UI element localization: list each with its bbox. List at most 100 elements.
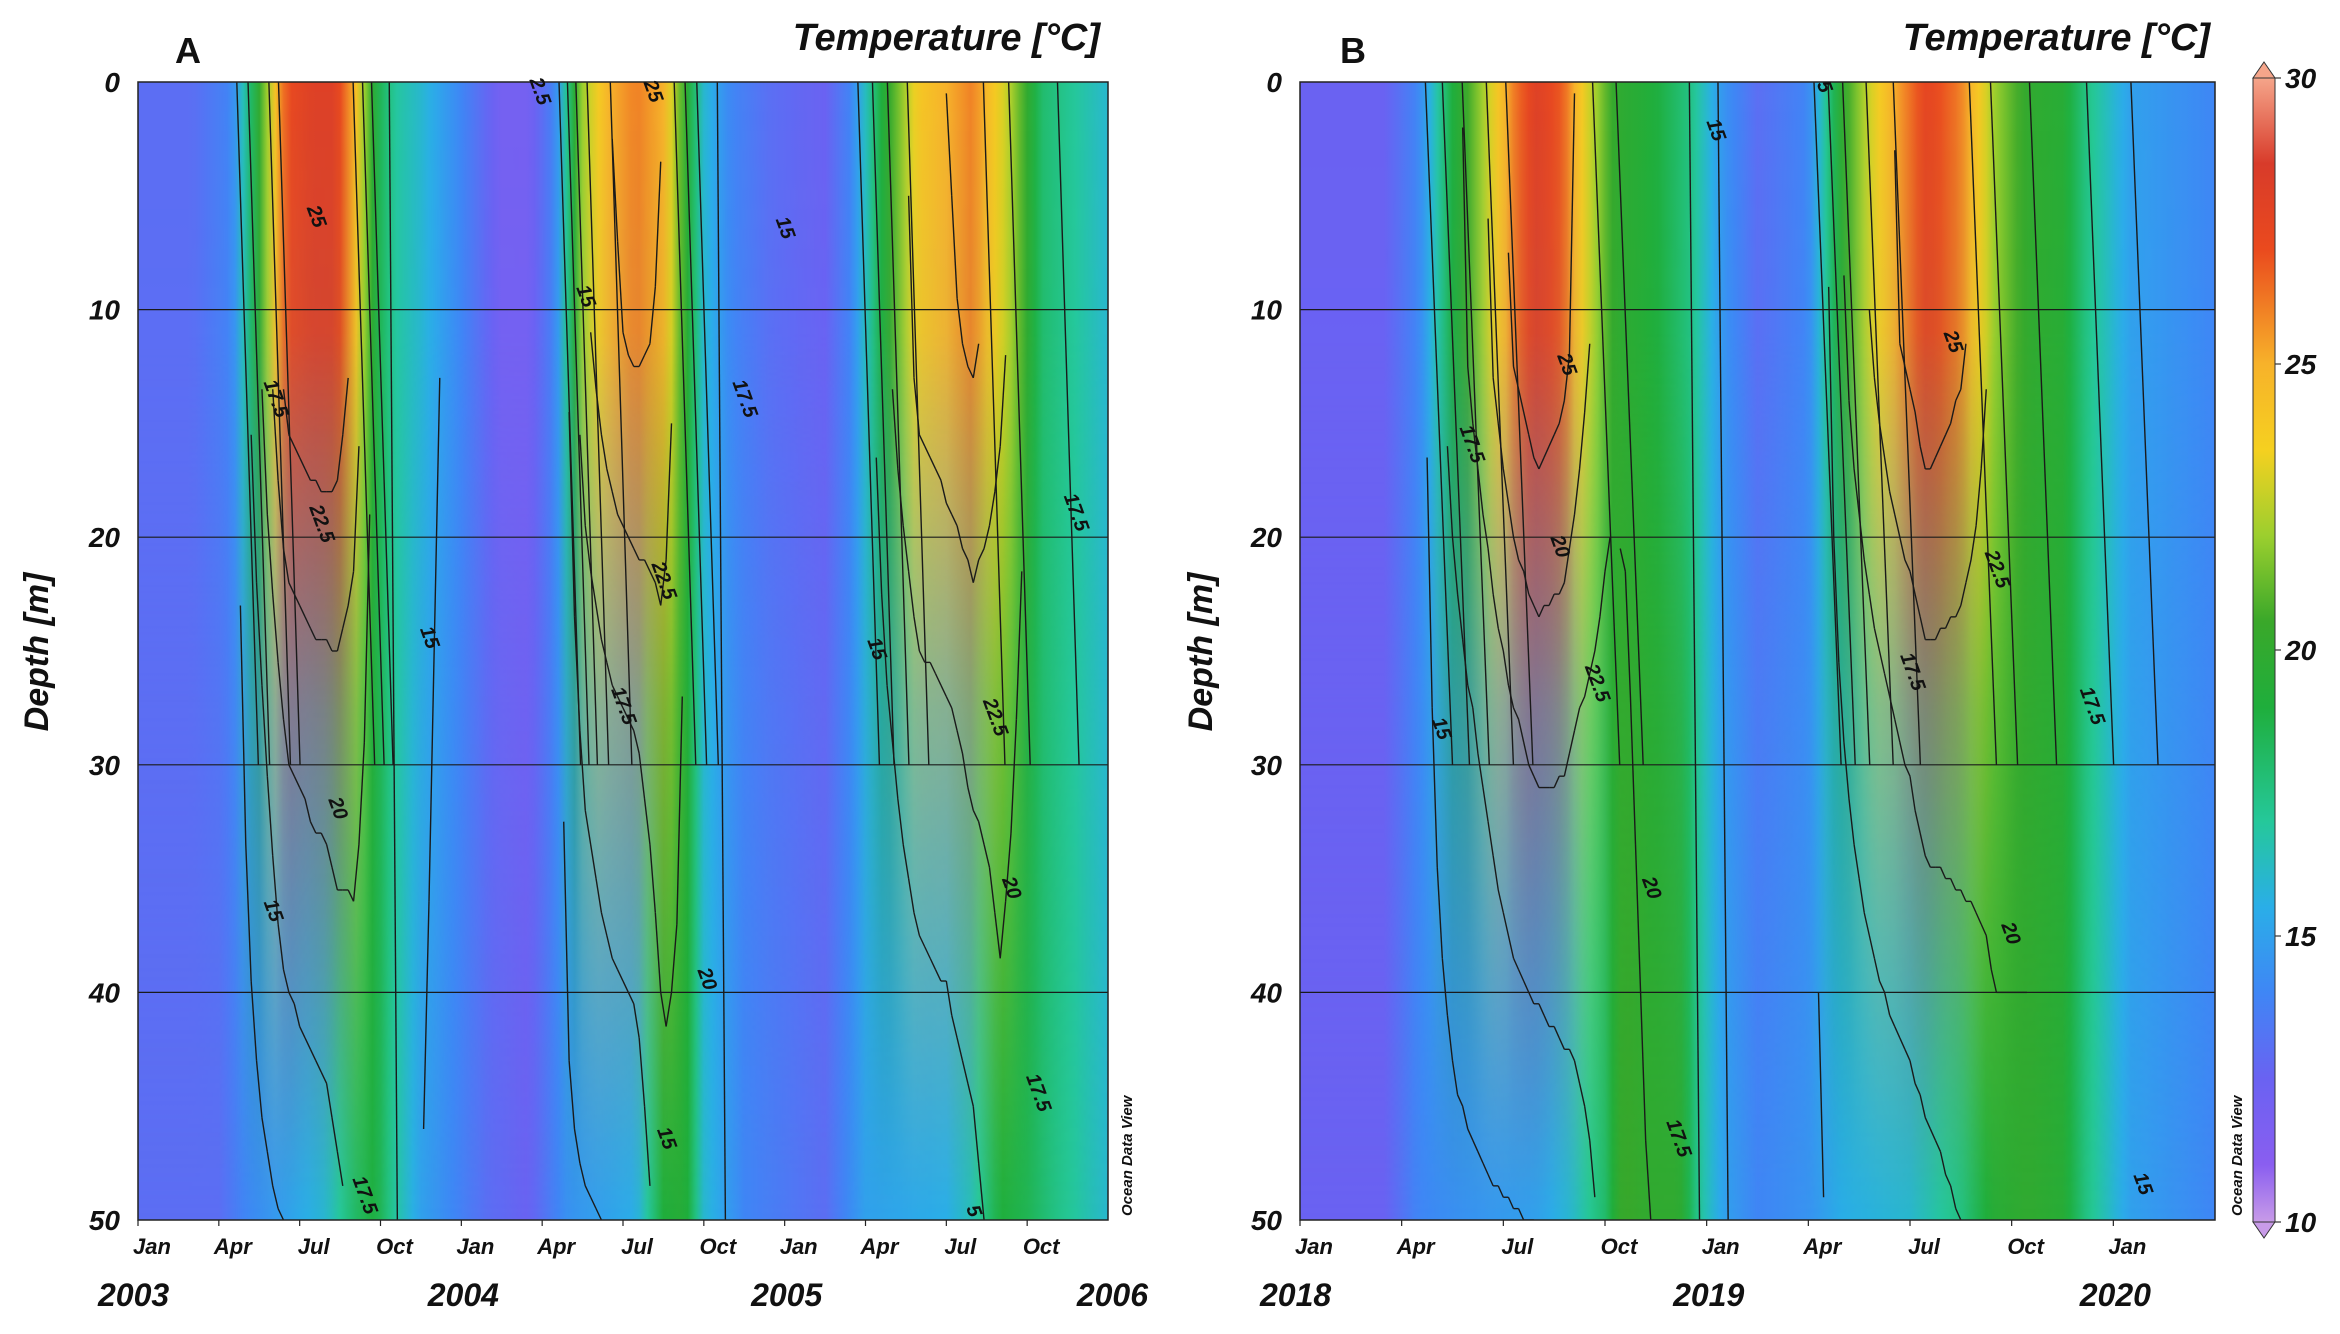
contour-segment-17-5 [1939,1151,1947,1175]
panel-b-ylabel: Depth [m] [1182,571,1220,731]
contour-segment-20 [1985,935,1993,970]
contour-segment-25 [1894,150,1901,344]
contour-segment-22-5 [1883,457,1891,492]
contour-segment-15 [573,1128,581,1164]
contour-segment-20 [1604,537,1611,572]
contour-segment-25 [331,480,339,492]
contour-front [361,82,385,765]
contour-segment-20 [584,525,592,572]
x-month-label: Oct [2007,1234,2045,1259]
contour-segment-22-5 [1960,582,1967,606]
colorbar-gradient [2252,77,2276,1223]
heatmap-surface-layer [138,82,1108,1220]
contour-segment-17-5 [1538,1003,1545,1016]
contour-segment-22-5 [309,627,317,640]
x-month-label: Jan [1702,1234,1740,1259]
contour-segment-17-5 [1889,1014,1896,1027]
contour-segment-20 [633,730,640,754]
contour-segment-17-5 [1573,1060,1581,1084]
contour-segment-25 [1944,423,1952,436]
contour-segment-20 [1904,764,1911,777]
contour-segment-15 [1472,1140,1479,1153]
contour-segment-20 [902,525,910,572]
contour-segment-20 [983,844,991,868]
panel-b: B Temperature [°C] Depth [m] 0 10 20 30 40 50… [1182,17,2246,1313]
contour-segment-25 [654,161,662,287]
y-tick-label: 50 [1251,1205,1283,1236]
contour-front [716,82,727,1220]
contour-segment-25 [1548,434,1555,447]
contour-segment-20 [1878,650,1886,674]
contour-segment-20 [1517,719,1525,743]
contour-segment-22-5 [1944,616,1952,629]
contour-segment-22-5 [1517,559,1525,572]
contour-segment-17-5 [977,1163,985,1220]
contour-segment-17-5 [1451,537,1459,595]
contour-segment-15 [433,377,441,640]
contour-segment-22-5 [1888,491,1896,515]
contour-segment-20 [266,514,274,595]
contour-segment-22-5 [1970,525,1977,561]
contour-segment-20 [1639,992,1647,1141]
contour-segment-17-5 [961,1060,969,1084]
y-tick-label: 0 [1266,67,1282,98]
contour-segment-17-5 [1517,969,1525,982]
contour-segment-17-5 [589,844,597,879]
contour-segment-22-5 [951,514,958,527]
contour-segment-22-5 [304,616,312,629]
contour-segment-17-5 [1502,912,1510,936]
contour-segment-20 [347,889,355,902]
contour-segment-17-5 [1919,1094,1926,1118]
x-month-label: Jul [1501,1234,1534,1259]
contour-segment-20 [304,798,312,822]
contour-segment-20 [956,730,964,754]
contour-segment-22-5 [1507,502,1515,538]
contour-segment-17-5 [1477,753,1484,788]
contour-segment-15 [1451,1060,1459,1095]
contour-segment-17-5 [1543,1014,1550,1027]
contour-segment-25 [1528,434,1535,458]
contour-segment-22-5 [627,536,635,549]
contour-segment-17-5 [282,969,290,993]
contour-segment-22-5 [606,468,613,492]
contour-segment-20 [1975,912,1982,925]
contour-segment-22-5 [1919,616,1926,640]
contour-segment-17-5 [1827,286,1835,538]
contour-front [609,82,633,765]
contour-front [906,82,930,765]
contour-segment-22-5 [1487,218,1494,378]
contour-segment-20 [1528,764,1535,777]
contour-segment-22-5 [907,195,915,378]
contour-segment-22-5 [940,480,948,504]
contour-segment-17-5 [1868,935,1876,959]
contour-segment-22-5 [1955,605,1962,618]
contour-segment-17-5 [315,1060,322,1073]
contour-segment-15 [1426,457,1433,708]
contour-segment-20 [1894,719,1901,743]
contour-segment-15 [1456,1094,1464,1107]
contour-segment-20 [293,775,301,788]
contour-segment-17-5 [1858,878,1865,913]
contour-segment-15 [277,1208,285,1220]
contour-segment-22-5 [945,502,953,515]
contour-segment-25 [1939,434,1947,447]
x-month-label: Jan [133,1234,171,1259]
contour-front [566,82,590,765]
contour-segment-15 [266,1151,274,1186]
contour-segment-22-5 [1894,514,1901,538]
contour-segment-22-5 [999,355,1007,447]
contour-segment-15 [1507,1196,1515,1209]
contour-front [1827,82,1856,765]
contour-segment-20 [1909,776,1916,811]
contour-segment-17-5 [1949,1185,1957,1209]
contour-segment-22-5 [972,559,980,583]
contour-segment-20 [1487,548,1494,595]
contour-segment-17-5 [595,878,603,913]
contour-segment-17-5 [309,1049,317,1061]
contour-segment-20 [1589,650,1596,674]
x-month-label: Jul [298,1234,331,1259]
contour-segment-25 [1914,411,1921,447]
contour-segment-22-5 [1975,468,1982,526]
contour-segment-20 [1599,571,1606,617]
contour-segment-17-5 [897,798,904,845]
